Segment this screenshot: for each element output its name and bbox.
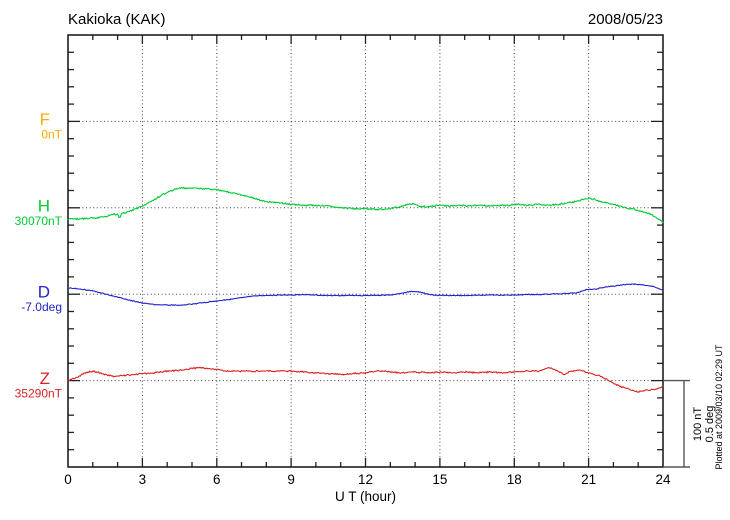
x-tick-label: 0 [64,472,72,487]
plot-frame [67,34,664,468]
component-baseline-value-Z: 35290nT [15,387,63,401]
plotted-at-note: Plotted at 2009/03/10 02:29 UT [714,344,724,470]
grid-lines [68,35,663,467]
trace-Z [67,366,664,393]
x-tick-label: 15 [432,472,447,487]
data-traces [67,186,664,393]
station-title: Kakioka (KAK) [68,11,166,28]
component-label-F: F [40,110,50,129]
component-baseline-value-F: 0nT [41,127,62,141]
component-label-H: H [38,196,50,215]
trace-D [67,283,664,307]
x-tick-label: 6 [213,472,221,487]
x-tick-label: 21 [581,472,596,487]
axis-ticks [68,35,663,467]
x-tick-label: 24 [655,472,671,487]
trace-H [67,186,664,223]
x-tick-labels: 0 3 6 9 12 15 18 21 24 [64,472,671,487]
component-label-D: D [38,283,50,302]
component-label-Z: Z [40,369,50,388]
x-axis-title: U T (hour) [335,489,396,504]
scale-label-nt: 100 nT [692,407,704,442]
x-tick-label: 12 [358,472,373,487]
scale-bar: 100 nT 0.5 deg [663,379,716,468]
x-tick-label: 9 [287,472,295,487]
component-baseline-value-D: -7.0deg [21,300,62,314]
x-tick-label: 18 [507,472,522,487]
plot-date: 2008/05/23 [588,11,663,28]
scale-label-deg: 0.5 deg [704,406,716,443]
x-tick-label: 3 [139,472,147,487]
component-baseline-value-H: 30070nT [15,214,63,228]
